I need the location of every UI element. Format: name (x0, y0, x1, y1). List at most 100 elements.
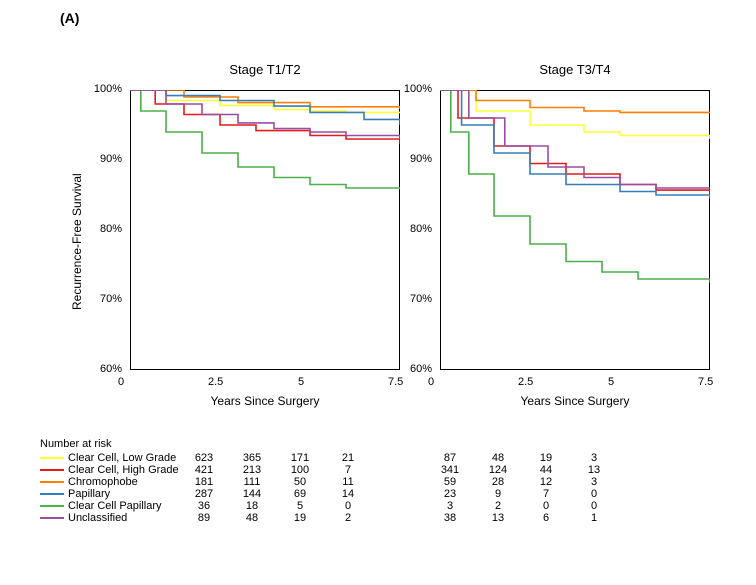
risk-gap (372, 452, 426, 464)
legend-label-text: Clear Cell, Low Grade (68, 452, 176, 464)
plot-svg (130, 90, 400, 370)
risk-cell: 213 (228, 464, 276, 476)
risk-cell: 365 (228, 452, 276, 464)
legend-swatch (40, 481, 64, 483)
risk-cell: 13 (474, 512, 522, 524)
risk-cell: 2 (324, 512, 372, 524)
plot-svg (440, 90, 710, 370)
risk-cell: 1 (570, 512, 618, 524)
risk-cell: 124 (474, 464, 522, 476)
ytick-label: 80% (82, 223, 122, 235)
risk-cell: 89 (180, 512, 228, 524)
legend-swatch (40, 517, 64, 519)
risk-cell: 623 (180, 452, 228, 464)
risk-cell: 11 (324, 476, 372, 488)
risk-cell: 87 (426, 452, 474, 464)
risk-row-ccHigh: Clear Cell, High Grade421213100734112444… (40, 464, 618, 476)
risk-cell: 287 (180, 488, 228, 500)
risk-cell: 44 (522, 464, 570, 476)
risk-cell: 111 (228, 476, 276, 488)
risk-cell: 2 (474, 500, 522, 512)
risk-cell: 7 (324, 464, 372, 476)
risk-row-ccPap: Clear Cell Papillary3618503200 (40, 500, 618, 512)
risk-cell: 18 (228, 500, 276, 512)
risk-cell: 28 (474, 476, 522, 488)
subplot-title: Stage T1/T2 (130, 62, 400, 77)
legend-swatch (40, 469, 64, 471)
risk-cell: 144 (228, 488, 276, 500)
risk-row-unc: Unclassified 8948192 381361 (40, 512, 618, 524)
risk-cell: 50 (276, 476, 324, 488)
risk-row-label: Clear Cell, High Grade (40, 464, 180, 476)
ytick-label: 70% (82, 293, 122, 305)
risk-cell: 19 (522, 452, 570, 464)
ytick-label: 60% (82, 363, 122, 375)
risk-table: Number at riskClear Cell, Low Grade62336… (40, 438, 618, 524)
xtick-label: 2.5 (208, 376, 223, 388)
risk-cell: 171 (276, 452, 324, 464)
x-axis-label: Years Since Surgery (130, 394, 400, 408)
ytick-label: 80% (392, 223, 432, 235)
risk-cell: 23 (426, 488, 474, 500)
risk-gap (372, 464, 426, 476)
risk-cell: 181 (180, 476, 228, 488)
risk-cell: 5 (276, 500, 324, 512)
ytick-label: 100% (392, 83, 432, 95)
legend-label-text: Papillary (68, 488, 110, 500)
risk-row-label: Chromophobe (40, 476, 180, 488)
x-axis-label: Years Since Surgery (440, 394, 710, 408)
subplot-1: Stage T3/T402.557.560%70%80%90%100%Years… (440, 90, 710, 370)
risk-cell: 36 (180, 500, 228, 512)
subplot-title: Stage T3/T4 (440, 62, 710, 77)
legend-swatch (40, 457, 64, 459)
risk-cell: 7 (522, 488, 570, 500)
risk-gap (372, 476, 426, 488)
xtick-label: 5 (298, 376, 304, 388)
risk-row-label: Clear Cell, Low Grade (40, 452, 180, 464)
risk-cell: 59 (426, 476, 474, 488)
legend-label-text: Unclassified (68, 512, 127, 524)
risk-cell: 48 (474, 452, 522, 464)
legend-swatch (40, 505, 64, 507)
ytick-label: 100% (82, 83, 122, 95)
risk-gap (372, 488, 426, 500)
risk-row-ccLow: Clear Cell, Low Grade 62336517121 8748193 (40, 452, 618, 464)
risk-cell: 3 (570, 452, 618, 464)
risk-gap (372, 512, 426, 524)
risk-row-chromo: Chromophobe 1811115011 5928123 (40, 476, 618, 488)
risk-cell: 12 (522, 476, 570, 488)
ytick-label: 90% (82, 153, 122, 165)
xtick-label: 7.5 (388, 376, 403, 388)
xtick-label: 7.5 (698, 376, 713, 388)
xtick-label: 0 (118, 376, 124, 388)
risk-cell: 38 (426, 512, 474, 524)
risk-cell: 9 (474, 488, 522, 500)
risk-row-label: Papillary (40, 488, 180, 500)
legend-swatch (40, 493, 64, 495)
legend-label-text: Chromophobe (68, 476, 138, 488)
legend-label-text: Clear Cell Papillary (68, 500, 162, 512)
risk-row-label: Unclassified (40, 512, 180, 524)
xtick-label: 5 (608, 376, 614, 388)
risk-cell: 0 (570, 500, 618, 512)
risk-cell: 6 (522, 512, 570, 524)
risk-cell: 100 (276, 464, 324, 476)
risk-cell: 0 (324, 500, 372, 512)
risk-cell: 19 (276, 512, 324, 524)
risk-gap (372, 500, 426, 512)
subplot-0: Stage T1/T202.557.560%70%80%90%100%Recur… (130, 90, 400, 370)
risk-cell: 421 (180, 464, 228, 476)
ytick-label: 70% (392, 293, 432, 305)
risk-cell: 48 (228, 512, 276, 524)
risk-cell: 3 (570, 476, 618, 488)
risk-cell: 13 (570, 464, 618, 476)
risk-cell: 14 (324, 488, 372, 500)
risk-cell: 21 (324, 452, 372, 464)
ytick-label: 90% (392, 153, 432, 165)
risk-row-pap: Papillary287144691423970 (40, 488, 618, 500)
risk-cell: 3 (426, 500, 474, 512)
xtick-label: 2.5 (518, 376, 533, 388)
xtick-label: 0 (428, 376, 434, 388)
risk-table-body: Clear Cell, Low Grade623365171218748193C… (40, 452, 618, 524)
panel-letter: (A) (60, 10, 79, 26)
